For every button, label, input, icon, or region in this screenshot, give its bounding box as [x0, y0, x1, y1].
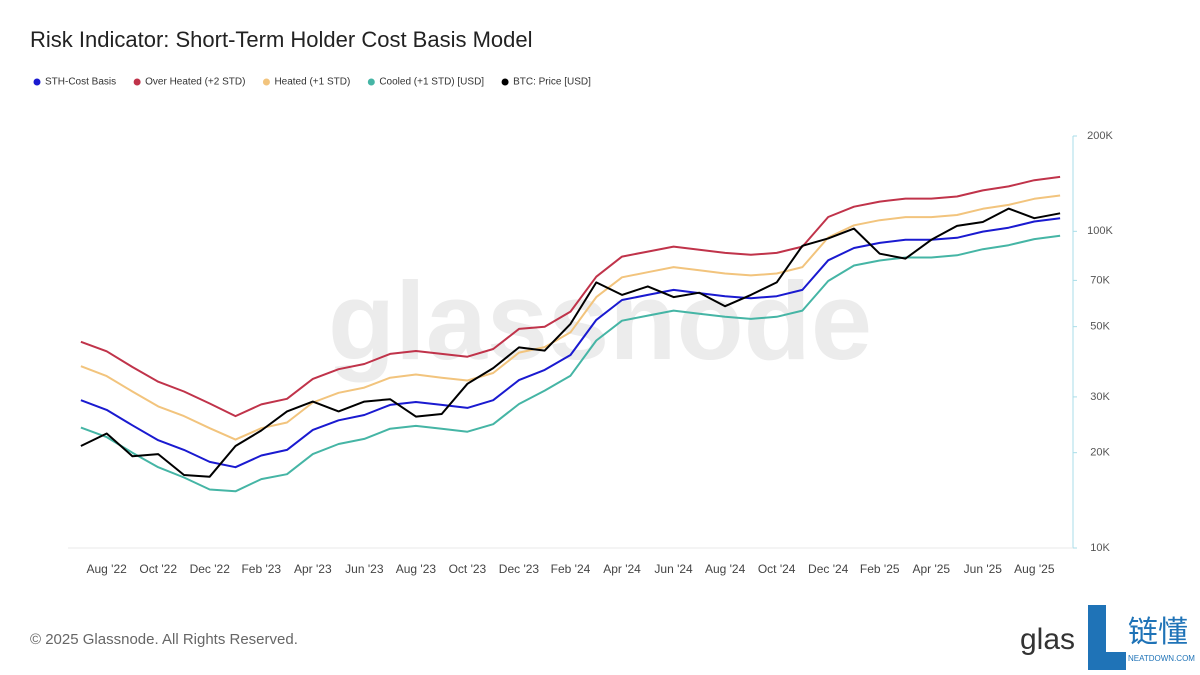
- y-tick-label: 100K: [1087, 225, 1113, 237]
- x-tick-label: Aug '24: [705, 562, 746, 576]
- y-tick-label: 50K: [1090, 321, 1110, 333]
- legend-label: Cooled (+1 STD) [USD]: [379, 77, 484, 88]
- y-tick-label: 200K: [1087, 130, 1113, 142]
- x-tick-label: Oct '22: [139, 562, 177, 576]
- x-tick-label: Apr '23: [294, 562, 332, 576]
- y-tick-label: 10K: [1090, 542, 1110, 554]
- legend-marker: [501, 78, 509, 86]
- legend-marker: [133, 78, 141, 86]
- x-tick-label: Jun '23: [345, 562, 384, 576]
- x-tick-label: Dec '23: [499, 562, 540, 576]
- x-tick-label: Oct '24: [758, 562, 796, 576]
- y-tick-label: 30K: [1090, 391, 1110, 403]
- brand-url: NEATDOWN.COM: [1128, 654, 1195, 663]
- y-tick-label: 70K: [1090, 274, 1110, 286]
- x-tick-label: Feb '23: [241, 562, 281, 576]
- x-tick-label: Dec '22: [190, 562, 231, 576]
- chart-title: Risk Indicator: Short-Term Holder Cost B…: [30, 27, 533, 52]
- x-tick-label: Feb '25: [860, 562, 900, 576]
- x-tick-label: Aug '25: [1014, 562, 1055, 576]
- x-tick-label: Dec '24: [808, 562, 849, 576]
- logo-mark: [1088, 605, 1126, 670]
- series-line: [80, 207, 1061, 478]
- legend-marker: [367, 78, 375, 86]
- legend-label: Over Heated (+2 STD): [145, 77, 245, 88]
- x-tick-label: Apr '24: [603, 562, 641, 576]
- series-line: [80, 234, 1061, 493]
- x-tick-label: Aug '22: [86, 562, 127, 576]
- x-tick-label: Jun '24: [654, 562, 693, 576]
- legend-label: STH-Cost Basis: [45, 77, 116, 88]
- legend-marker: [33, 78, 41, 86]
- copyright: © 2025 Glassnode. All Rights Reserved.: [30, 631, 298, 648]
- legend-label: Heated (+1 STD): [274, 77, 350, 88]
- watermark: glassnode: [328, 260, 872, 383]
- series-line: [80, 217, 1061, 469]
- series-line: [80, 194, 1061, 441]
- brand: 链懂: [1128, 616, 1188, 649]
- x-tick-label: Oct '23: [449, 562, 487, 576]
- legend-label: BTC: Price [USD]: [513, 77, 591, 88]
- series-line: [80, 175, 1061, 418]
- logo-text: glas: [1020, 623, 1075, 656]
- legend-marker: [262, 78, 270, 86]
- x-tick-label: Aug '23: [396, 562, 437, 576]
- x-tick-label: Jun '25: [964, 562, 1003, 576]
- x-tick-label: Feb '24: [551, 562, 591, 576]
- x-tick-label: Apr '25: [912, 562, 950, 576]
- y-tick-label: 20K: [1090, 447, 1110, 459]
